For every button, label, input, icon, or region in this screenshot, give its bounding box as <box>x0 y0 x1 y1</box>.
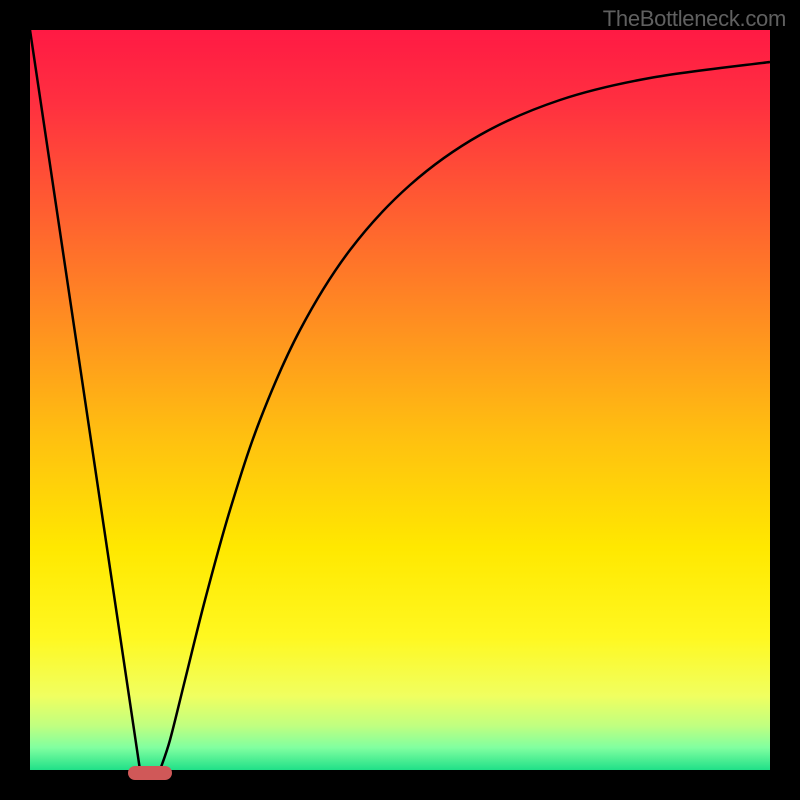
chart-svg <box>0 0 800 800</box>
valley-marker <box>128 766 172 780</box>
plot-background <box>30 30 770 770</box>
watermark-text: TheBottleneck.com <box>603 6 786 32</box>
bottleneck-chart: TheBottleneck.com <box>0 0 800 800</box>
